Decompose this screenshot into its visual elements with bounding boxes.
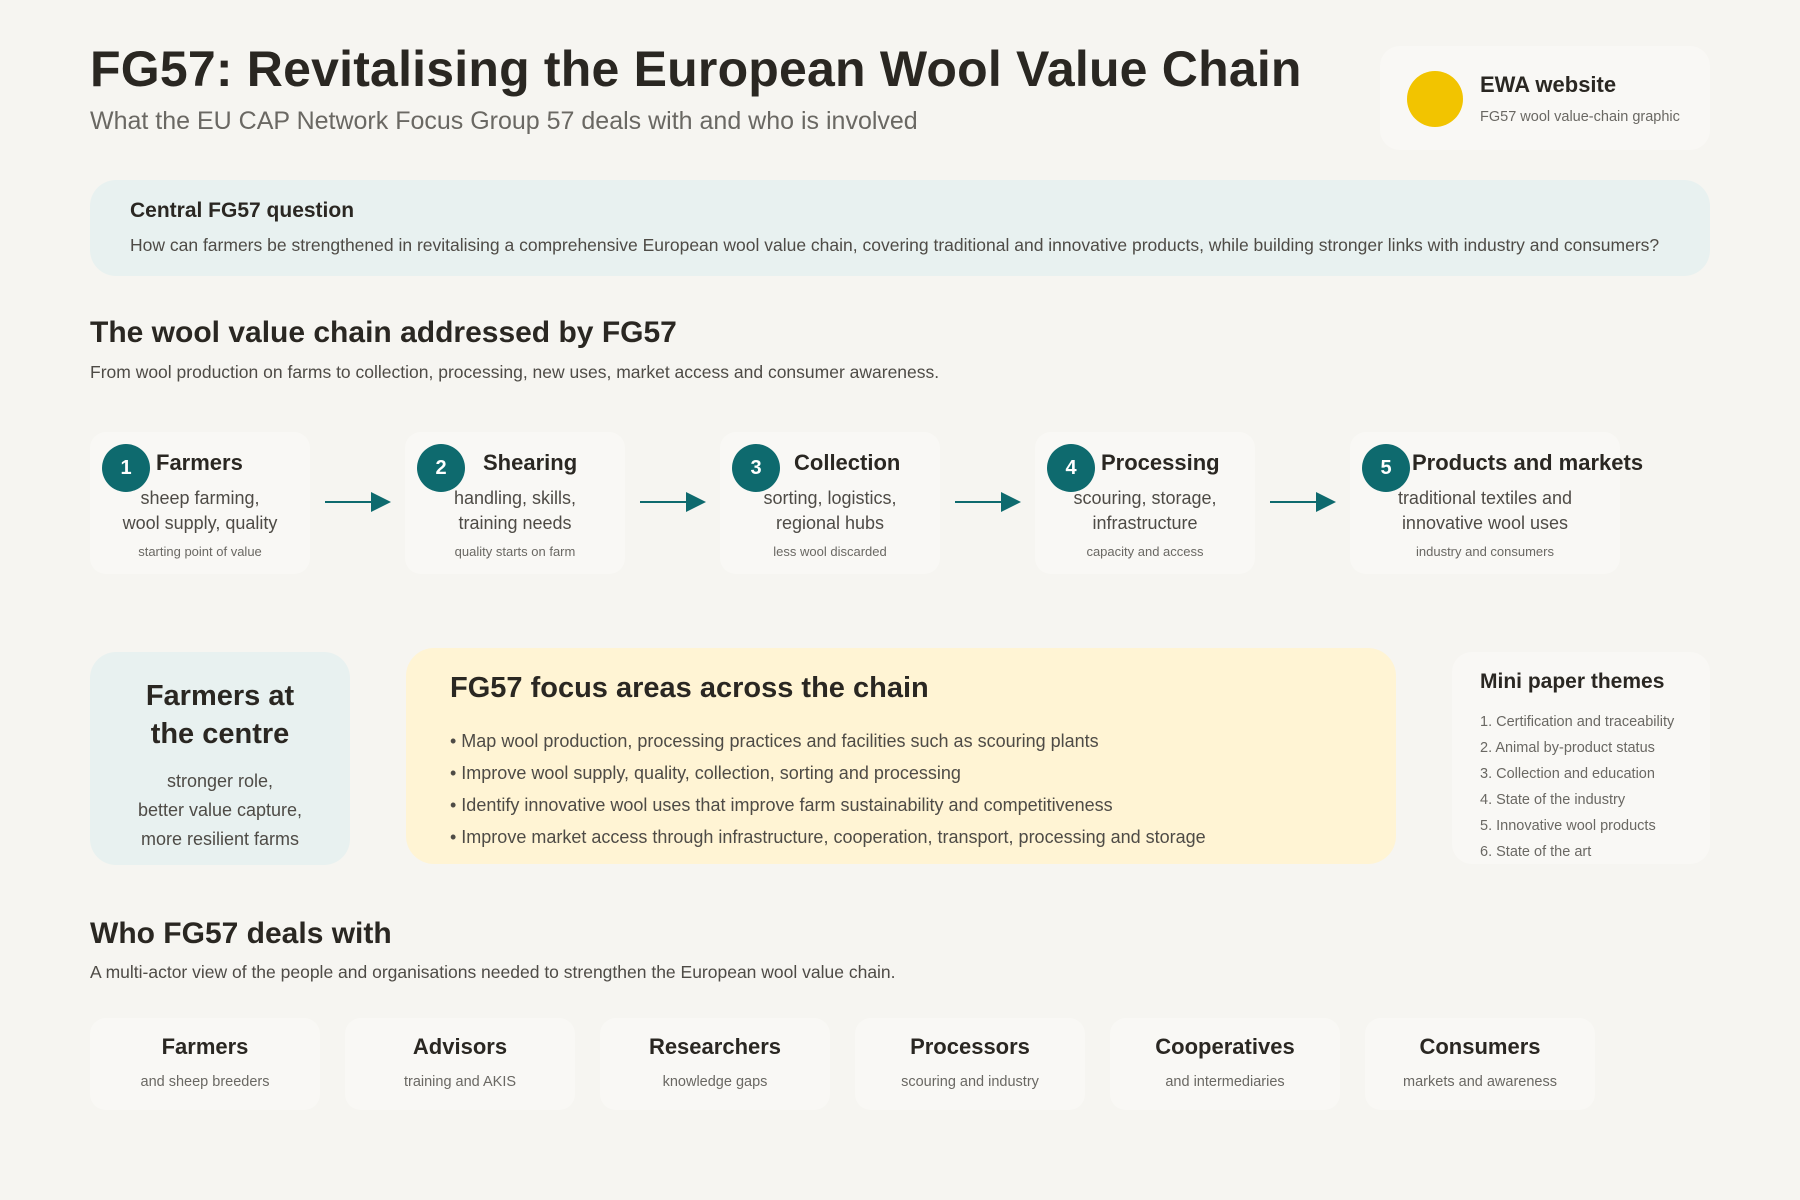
step-description: scouring, storage, infrastructure — [1035, 486, 1255, 536]
actor-name: Researchers — [648, 1034, 782, 1059]
actor-name: Consumers — [1419, 1034, 1541, 1059]
step-title: Processing — [1101, 450, 1220, 475]
focus-area-item: • Improve market access through infrastr… — [450, 827, 1206, 847]
step-title: Shearing — [483, 450, 578, 475]
step-title: Farmers — [156, 450, 243, 475]
ewa-logo-dot-icon — [1407, 71, 1463, 127]
step-number-badge: 3 — [732, 444, 780, 492]
farmers-centre-title-line: Farmers at — [145, 680, 295, 712]
farmers-centre-title-line: the centre — [150, 718, 290, 750]
focus-areas-title: FG57 focus areas across the chain — [450, 672, 929, 704]
mini-paper-theme-item: 3. Collection and education — [1480, 766, 1655, 782]
focus-area-item: • Map wool production, processing practi… — [450, 731, 1099, 751]
step-description-line: infrastructure — [1092, 513, 1198, 533]
step-description-line: scouring, storage, — [1073, 488, 1217, 508]
central-question-title: Central FG57 question — [130, 199, 355, 222]
arrow-right-icon — [640, 492, 706, 512]
focus-areas-panel: FG57 focus areas across the chain • Map … — [406, 648, 1396, 864]
step-description: sheep farming, wool supply, quality — [90, 486, 310, 536]
step-number-badge: 2 — [417, 444, 465, 492]
mini-paper-theme-item: 1. Certification and traceability — [1480, 714, 1675, 730]
farmers-centre-title: Farmers at the centre — [90, 677, 350, 753]
step-description-line: handling, skills, — [453, 488, 577, 508]
focus-area-item: • Improve wool supply, quality, collecti… — [450, 763, 961, 783]
source-card-title: EWA website — [1480, 72, 1617, 97]
farmers-centre-text-line: more resilient farms — [140, 829, 300, 849]
focus-area-item: • Identify innovative wool uses that imp… — [450, 795, 1113, 815]
actor-description: training and AKIS — [403, 1074, 517, 1090]
step-note: less wool discarded — [773, 544, 887, 559]
step-title: Collection — [794, 450, 901, 475]
step-note: starting point of value — [138, 544, 262, 559]
central-question-text: How can farmers be strengthened in revit… — [130, 235, 1660, 255]
step-description-line: sheep farming, — [140, 488, 260, 508]
mini-paper-themes-panel: Mini paper themes 1. Certification and t… — [1452, 652, 1710, 864]
step-title: Products and markets — [1412, 450, 1644, 475]
actor-card-cooperatives: Cooperatives and intermediaries — [1110, 1018, 1340, 1110]
actor-name: Advisors — [412, 1034, 508, 1059]
step-description-line: innovative wool uses — [1401, 513, 1569, 533]
step-description: sorting, logistics, regional hubs — [720, 486, 940, 536]
farmers-centre-text: stronger role, better value capture, mor… — [90, 767, 350, 854]
focus-areas-list: • Map wool production, processing practi… — [450, 725, 1206, 853]
actor-name: Cooperatives — [1155, 1034, 1295, 1059]
step-number-badge: 5 — [1362, 444, 1410, 492]
step-description-line: regional hubs — [775, 513, 885, 533]
step-number-badge: 4 — [1047, 444, 1095, 492]
source-card[interactable]: EWA website FG57 wool value-chain graphi… — [1380, 46, 1710, 150]
step-note: industry and consumers — [1415, 544, 1554, 559]
actor-card-farmers: Farmers and sheep breeders — [90, 1018, 320, 1110]
actor-card-researchers: Researchers knowledge gaps — [600, 1018, 830, 1110]
step-description-line: sorting, logistics, — [763, 488, 897, 508]
actor-description: and intermediaries — [1165, 1074, 1285, 1090]
step-description: traditional textiles and innovative wool… — [1350, 486, 1620, 536]
actor-name: Farmers — [161, 1034, 249, 1059]
step-note: quality starts on farm — [454, 544, 576, 559]
actor-card-processors: Processors scouring and industry — [855, 1018, 1085, 1110]
step-description: handling, skills, training needs — [405, 486, 625, 536]
arrow-right-icon — [325, 492, 391, 512]
mini-paper-theme-item: 5. Innovative wool products — [1480, 818, 1656, 834]
chain-step-shearing: 2 Shearing handling, skills, training ne… — [405, 432, 625, 574]
actor-description: markets and awareness — [1403, 1074, 1557, 1090]
actor-description: and sheep breeders — [140, 1074, 270, 1090]
page-title: FG57: Revitalising the European Wool Val… — [90, 41, 1302, 97]
mini-paper-themes-title: Mini paper themes — [1480, 670, 1665, 693]
farmers-centre-text-line: stronger role, — [166, 771, 274, 791]
arrow-right-icon — [955, 492, 1021, 512]
chain-step-products-markets: 5 Products and markets traditional texti… — [1350, 432, 1643, 574]
page-subtitle: What the EU CAP Network Focus Group 57 d… — [90, 107, 918, 135]
actor-name: Processors — [910, 1034, 1030, 1059]
source-card-subtitle: FG57 wool value-chain graphic — [1480, 109, 1680, 125]
value-chain-subheading: From wool production on farms to collect… — [90, 362, 940, 382]
actors-subheading: A multi-actor view of the people and org… — [90, 962, 896, 982]
actor-card-advisors: Advisors training and AKIS — [345, 1018, 575, 1110]
central-question-panel: Central FG57 question How can farmers be… — [90, 180, 1710, 276]
step-description-line: traditional textiles and — [1397, 488, 1573, 508]
chain-step-collection: 3 Collection sorting, logistics, regiona… — [720, 432, 940, 574]
step-description-line: wool supply, quality — [122, 513, 278, 533]
farmers-centre-text-line: better value capture, — [137, 800, 303, 820]
mini-paper-themes-list: 1. Certification and traceability 2. Ani… — [1480, 709, 1674, 865]
step-number-badge: 1 — [102, 444, 150, 492]
farmers-centre-panel: Farmers at the centre stronger role, bet… — [90, 652, 350, 865]
mini-paper-theme-item: 2. Animal by-product status — [1480, 740, 1655, 756]
actor-description: knowledge gaps — [662, 1074, 768, 1090]
mini-paper-theme-item: 6. State of the art — [1480, 844, 1592, 860]
mini-paper-theme-item: 4. State of the industry — [1480, 792, 1626, 808]
actors-heading: Who FG57 deals with — [90, 917, 392, 950]
chain-step-farmers: 1 Farmers sheep farming, wool supply, qu… — [90, 432, 310, 574]
actor-card-consumers: Consumers markets and awareness — [1365, 1018, 1595, 1110]
actor-description: scouring and industry — [901, 1074, 1039, 1090]
value-chain-heading: The wool value chain addressed by FG57 — [90, 316, 677, 349]
chain-step-processing: 4 Processing scouring, storage, infrastr… — [1035, 432, 1255, 574]
arrow-right-icon — [1270, 492, 1336, 512]
step-note: capacity and access — [1086, 544, 1204, 559]
step-description-line: training needs — [458, 513, 572, 533]
